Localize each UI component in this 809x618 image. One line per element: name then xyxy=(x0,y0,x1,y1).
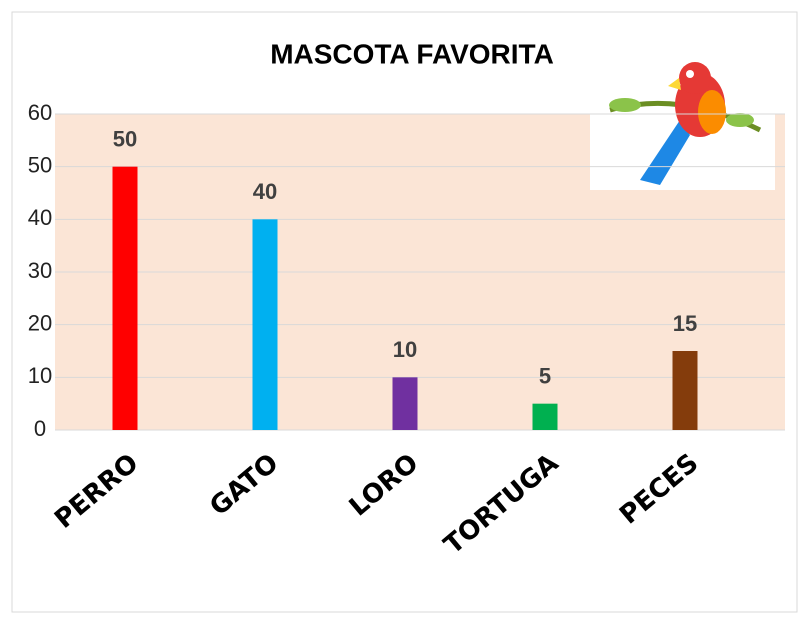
y-tick-label: 0 xyxy=(34,416,46,441)
y-tick-label: 30 xyxy=(28,258,52,283)
chart: MASCOTA FAVORITA 0102030405060PERRO50GAT… xyxy=(0,0,809,618)
value-label: 15 xyxy=(673,311,697,336)
bar xyxy=(393,377,418,430)
parrot-eye xyxy=(686,70,694,78)
y-tick-label: 60 xyxy=(28,100,52,125)
bar xyxy=(253,219,278,430)
value-label: 10 xyxy=(393,337,417,362)
value-label: 40 xyxy=(253,179,277,204)
y-tick-label: 40 xyxy=(28,205,52,230)
y-tick-label: 50 xyxy=(28,152,52,177)
value-label: 5 xyxy=(539,363,551,388)
parrot-wing xyxy=(698,90,726,134)
bar xyxy=(533,404,558,430)
y-tick-label: 10 xyxy=(28,363,52,388)
parrot-illustration xyxy=(590,60,775,190)
leaf xyxy=(609,98,641,112)
leaf xyxy=(726,113,754,127)
y-tick-label: 20 xyxy=(28,310,52,335)
value-label: 50 xyxy=(113,126,137,151)
bar xyxy=(113,167,138,430)
bar xyxy=(673,351,698,430)
chart-title: MASCOTA FAVORITA xyxy=(270,38,554,69)
parrot-head xyxy=(679,62,711,94)
